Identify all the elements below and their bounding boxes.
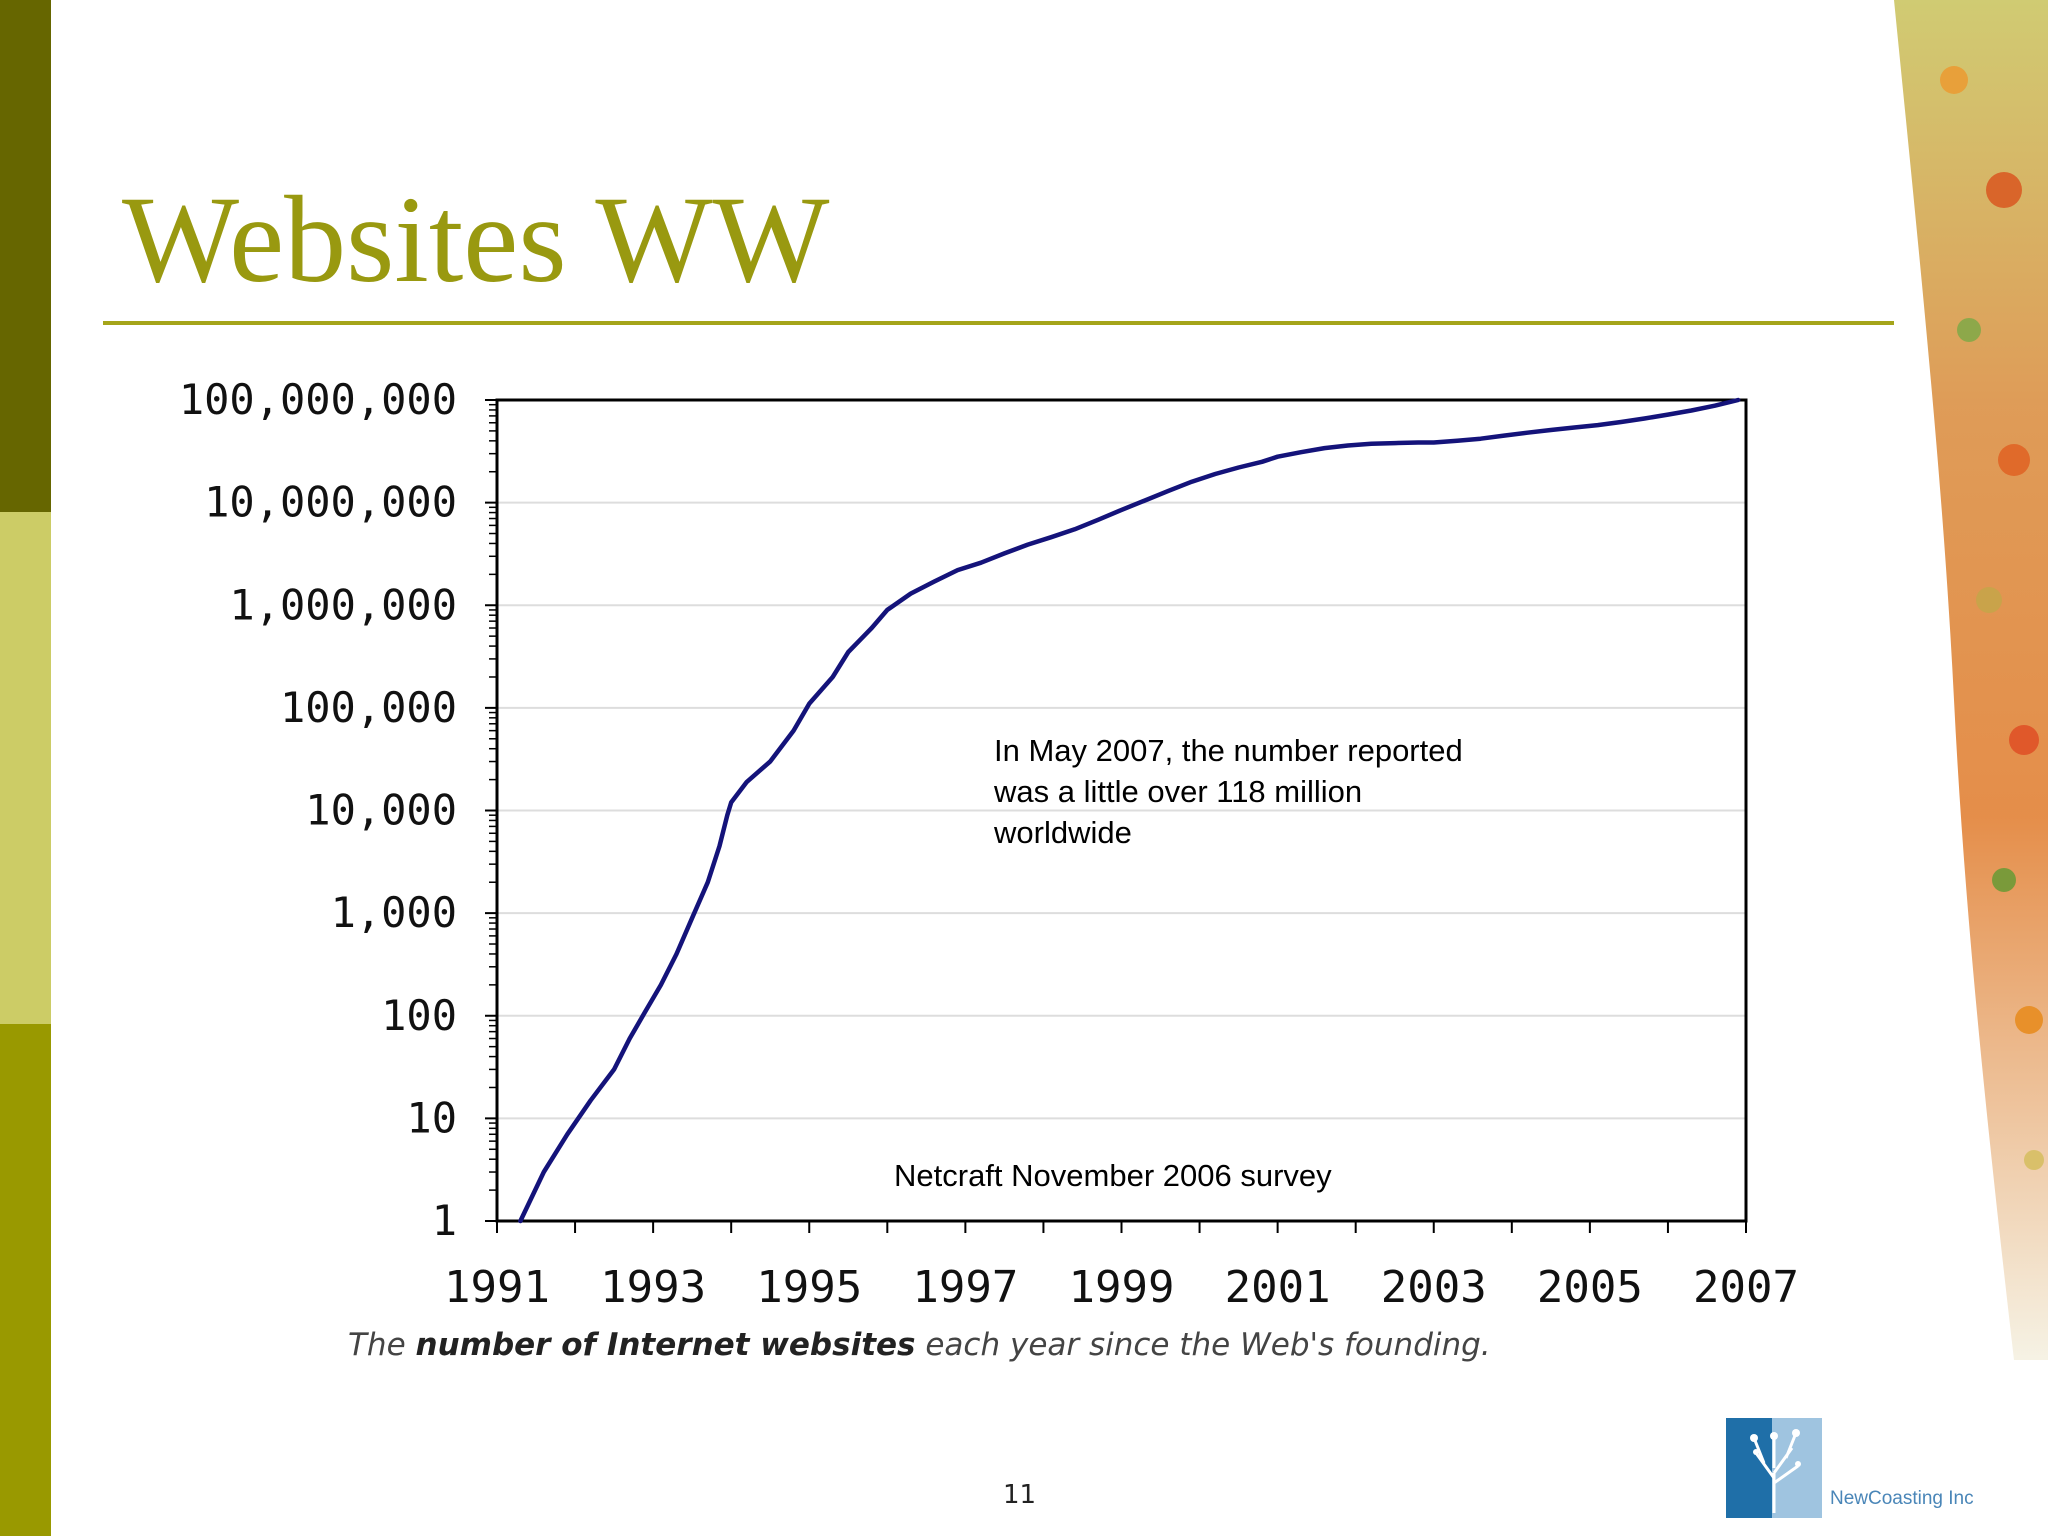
x-tick-label: 1995 — [756, 1262, 862, 1313]
logo-text: NewCoasting Inc — [1830, 1488, 1974, 1509]
y-tick-label: 100,000,000 — [179, 375, 457, 424]
caption-bold: number of Internet websites — [415, 1327, 916, 1363]
title-underline — [103, 321, 1894, 325]
x-tick-label: 1991 — [444, 1262, 550, 1313]
y-tick-label: 100 — [381, 991, 457, 1040]
y-tick-label: 1,000,000 — [229, 580, 457, 629]
side-bar-light — [0, 512, 51, 1024]
y-tick-label: 1,000 — [331, 888, 457, 937]
x-tick-label: 2007 — [1693, 1262, 1799, 1313]
x-tick-label: 2005 — [1537, 1262, 1643, 1313]
chart-annotation: In May 2007, the number reported was a l… — [994, 733, 1463, 850]
autumn-leaves-decoration — [1894, 0, 2048, 1360]
page-number: 11 — [1003, 1480, 1037, 1510]
y-tick-label: 10,000,000 — [204, 478, 457, 527]
y-tick-label: 1 — [432, 1196, 457, 1245]
slide-title: Websites WW — [122, 171, 830, 308]
side-bar-dark — [0, 0, 51, 512]
x-tick-label: 2001 — [1225, 1262, 1331, 1313]
y-tick-label: 10 — [406, 1093, 457, 1142]
x-tick-label: 1993 — [600, 1262, 706, 1313]
y-tick-label: 100,000 — [280, 683, 457, 732]
x-tick-label: 2003 — [1381, 1262, 1487, 1313]
y-tick-label: 10,000 — [305, 786, 457, 835]
caption-part1: The — [348, 1327, 416, 1363]
websites-chart: 1 10 100 1,000 10,000 100,000 1,000,000 10,000,… — [179, 375, 1799, 1313]
caption-part2: each year since the Web's founding. — [915, 1327, 1491, 1363]
x-tick-label: 1999 — [1069, 1262, 1175, 1313]
x-tick-label: 1997 — [912, 1262, 1018, 1313]
source-note: Netcraft November 2006 survey — [894, 1158, 1332, 1193]
side-bar-mid — [0, 1024, 51, 1536]
series-line-websites — [518, 397, 1741, 1224]
company-logo — [1726, 1418, 1822, 1518]
chart-caption: The number of Internet websites each yea… — [348, 1327, 1491, 1363]
